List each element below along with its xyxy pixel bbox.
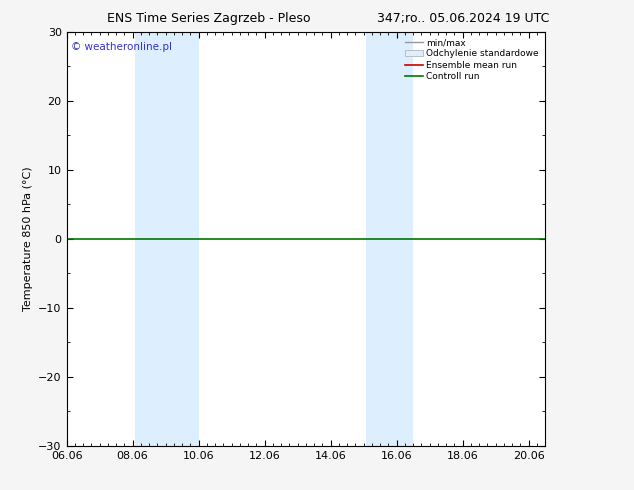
Text: 347;ro.. 05.06.2024 19 UTC: 347;ro.. 05.06.2024 19 UTC	[377, 12, 549, 25]
Legend: min/max, Odchylenie standardowe, Ensemble mean run, Controll run: min/max, Odchylenie standardowe, Ensembl…	[403, 36, 541, 83]
Bar	[366, 32, 413, 446]
Text: ENS Time Series Zagrzeb - Pleso: ENS Time Series Zagrzeb - Pleso	[108, 12, 311, 25]
Text: © weatheronline.pl: © weatheronline.pl	[72, 42, 172, 52]
Y-axis label: Temperature 850 hPa (°C): Temperature 850 hPa (°C)	[23, 167, 33, 311]
Bar	[134, 32, 198, 446]
